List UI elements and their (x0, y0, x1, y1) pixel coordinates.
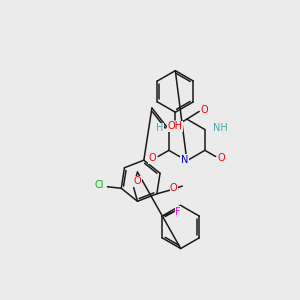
Text: O: O (134, 176, 141, 186)
Text: O: O (217, 153, 225, 163)
Text: N: N (181, 155, 188, 165)
Text: O: O (201, 105, 208, 115)
Text: NH: NH (213, 123, 227, 133)
Text: F: F (176, 207, 181, 217)
Text: H: H (156, 123, 163, 133)
Text: O: O (149, 153, 157, 163)
Text: OH: OH (168, 121, 183, 131)
Text: O: O (170, 183, 178, 193)
Text: Cl: Cl (95, 180, 104, 190)
